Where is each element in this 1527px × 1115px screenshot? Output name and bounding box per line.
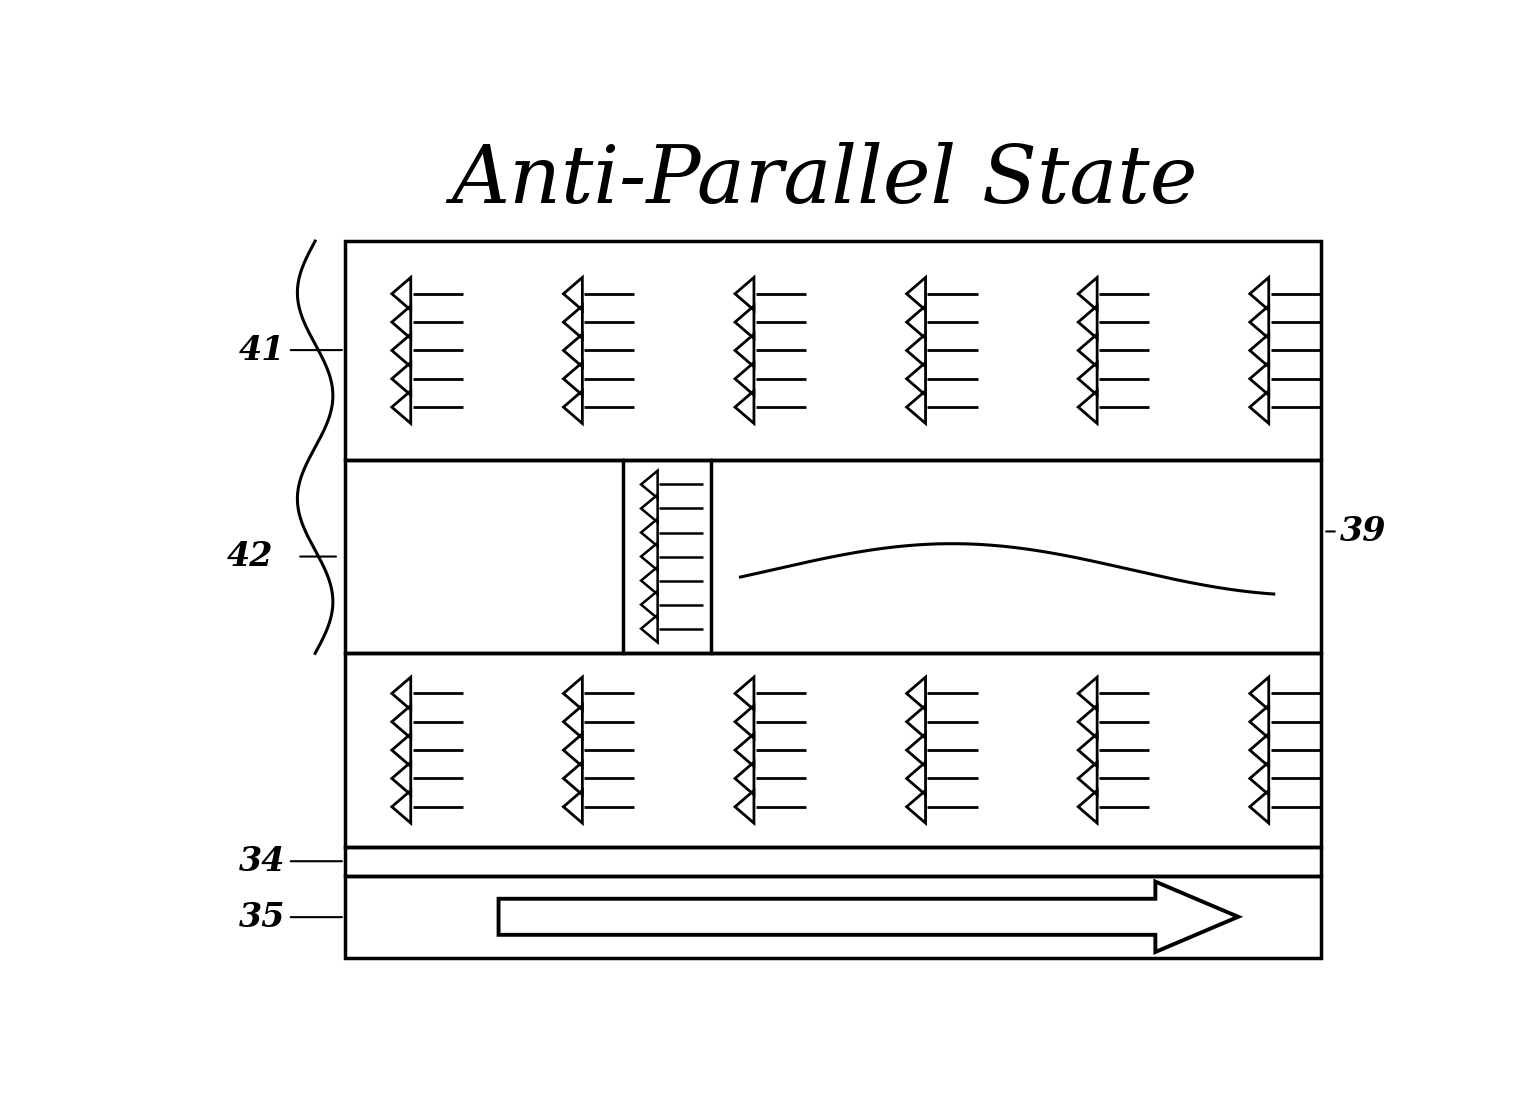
Bar bbox=[345, 875, 1321, 958]
Text: 34: 34 bbox=[240, 845, 286, 878]
Bar bbox=[345, 847, 1321, 875]
Text: Anti-Parallel State: Anti-Parallel State bbox=[450, 143, 1197, 220]
Bar bbox=[345, 459, 1321, 653]
Text: 42: 42 bbox=[228, 540, 273, 573]
Text: 41: 41 bbox=[240, 333, 286, 367]
Text: 39: 39 bbox=[1341, 515, 1387, 547]
Text: 35: 35 bbox=[240, 901, 286, 933]
Bar bbox=[345, 241, 1321, 459]
Bar bbox=[345, 653, 1321, 847]
